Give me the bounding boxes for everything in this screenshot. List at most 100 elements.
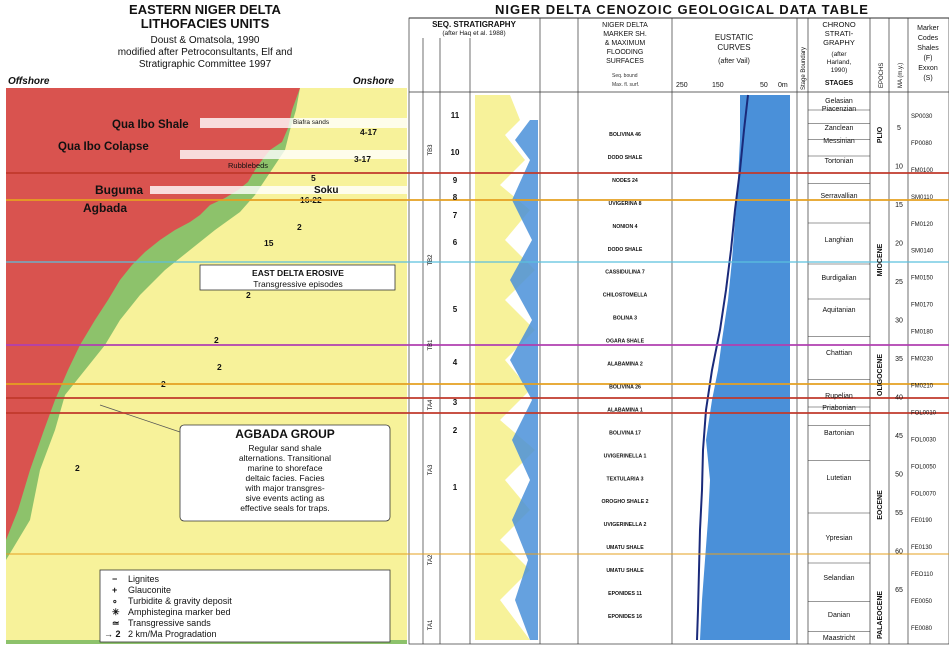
cycle-numbers: 11 10 9 8 7 6 5 4 3 2 1 — [451, 111, 460, 492]
stage-name: Selandian — [823, 575, 854, 582]
chrono-header-line: 1990) — [831, 67, 848, 74]
cycle-number: 9 — [453, 176, 458, 185]
sequence-label: TA3 — [428, 464, 434, 475]
marker-list: BOLIVINA 46 DODO SHALE NODES 24 UVIGERINA 8… — [602, 132, 649, 620]
code-label: SM0110 — [911, 195, 934, 201]
offshore-label: Offshore — [8, 76, 50, 87]
left-credit-line2: modified after Petroconsultants, Elf and — [118, 47, 293, 58]
sequence-label: TA1 — [428, 619, 434, 630]
code-label: FE0080 — [911, 626, 933, 632]
cycle-number: 5 — [453, 305, 458, 314]
legend-symbol: → 2 — [104, 629, 121, 639]
legend-label: Lignites — [128, 574, 160, 584]
marker-name: ALABAMINA 1 — [607, 407, 643, 413]
sequence-label: TA4 — [428, 399, 434, 410]
eustatic-fill — [700, 95, 790, 640]
code-label: FM0170 — [911, 303, 934, 309]
right-panel: NIGER DELTA CENOZOIC GEOLOGICAL DATA TAB… — [408, 0, 949, 647]
stage-name: Aquitanian — [822, 307, 855, 314]
code-label: FM0230 — [911, 357, 934, 363]
east-delta-subtitle: Transgressive episodes — [253, 279, 342, 289]
chrono-header-line: GRAPHY — [823, 38, 855, 47]
marker-name: DODO SHALE — [608, 155, 643, 161]
rubblebeds-label: Rubblebeds — [228, 161, 268, 170]
cycle-number: 4 — [453, 358, 458, 367]
marker-name: ALABAMINA 2 — [607, 362, 643, 368]
marker-name: OGARA SHALE — [606, 339, 645, 345]
biafra-sands-label: Biafra sands — [293, 119, 330, 126]
code-label: FP0080 — [911, 141, 933, 147]
legend-label: Turbidite & gravity deposit — [128, 596, 232, 606]
agbada-desc-line: with major transgres- — [244, 483, 325, 493]
qua-ibo-shale-label: Qua Ibo Shale — [112, 119, 189, 131]
agbada-group-box — [179, 424, 391, 522]
marker-name: EPONIDES 11 — [608, 591, 642, 597]
rate-label: 2 — [214, 335, 219, 345]
marker-header-line: MARKER SH. — [603, 31, 647, 38]
agbada-desc-line: deltaic facies. Facies — [246, 473, 325, 483]
marker-name: CASSIDULINA 7 — [605, 270, 645, 276]
code-list: SP0030 FP0080 FM0100 SM0110 FM0120 SM0140 FM01… — [911, 114, 937, 632]
left-panel: EASTERN NIGER DELTA LITHOFACIES UNITS Do… — [0, 0, 409, 647]
code-label: FOL0030 — [911, 437, 937, 443]
seq-strat-sub: (after Haq et al. 1988) — [442, 30, 505, 37]
marker-name: DODO SHALE — [608, 247, 643, 253]
codes-header-line: Exxon — [918, 65, 938, 72]
legend-box — [99, 569, 391, 643]
marker-name: BOLIVINA 26 — [609, 384, 641, 390]
marker-name: BOLIVINA 46 — [609, 132, 641, 138]
ma-tick: 20 — [895, 241, 903, 248]
epoch-name: PALAEOCENE — [877, 591, 884, 639]
sequence-label: TB2 — [428, 254, 434, 266]
stage-name: Priabonian — [822, 405, 856, 412]
codes-header-line: Marker — [917, 25, 939, 32]
east-delta-box — [199, 264, 396, 291]
chrono-header-line: Harland, — [827, 59, 852, 66]
sequence-label: TA2 — [428, 554, 434, 565]
cycle-number: 3 — [453, 398, 458, 407]
cycle-number: 11 — [451, 111, 460, 120]
sequence-labels: TB3 TB2 TB1 TA4 TA3 TA2 TA1 — [428, 144, 434, 630]
epoch-name: PLIO — [877, 126, 884, 143]
ma-tick: 50 — [895, 472, 903, 479]
legend-label: Glauconite — [128, 585, 171, 595]
code-label: FM0120 — [911, 222, 934, 228]
rate-label: 4-17 — [360, 127, 377, 137]
codes-header-line: Codes — [918, 35, 939, 42]
code-label: FE0190 — [911, 518, 933, 524]
rate-label: 5 — [311, 173, 316, 183]
soku-label: Soku — [314, 185, 338, 196]
marker-name: OROGHO SHALE 2 — [602, 499, 649, 505]
code-label: FOL0070 — [911, 491, 937, 497]
rate-label: 15 — [264, 238, 274, 248]
ma-tick: 15 — [895, 202, 903, 209]
chrono-header: CHRONO STRATI- GRAPHY (after Harland, 19… — [822, 20, 855, 87]
stage-name: Zanclean — [825, 125, 854, 132]
cycle-number: 10 — [451, 148, 460, 157]
left-title-line2: LITHOFACIES UNITS — [141, 16, 270, 31]
code-label: FM0100 — [911, 168, 934, 174]
eustatic-scale-tick: 50 — [760, 82, 768, 89]
eustatic-header: EUSTATIC CURVES (after Vail) 250 150 50 … — [676, 33, 788, 89]
legend: − Lignites + Glauconite ∘ Turbidite & gr… — [104, 574, 232, 639]
stage-name: Lutetian — [827, 475, 852, 482]
ma-tick: 30 — [895, 318, 903, 325]
codes-header-line: Shales — [917, 45, 939, 52]
marker-name: BOLINA 3 — [613, 316, 637, 322]
code-label: FM0180 — [911, 330, 934, 336]
ma-tick: 55 — [895, 510, 903, 517]
east-delta-title: EAST DELTA EROSIVE — [252, 268, 344, 278]
code-label: FE0050 — [911, 599, 933, 605]
stage-boundary-header: Stage Boundary — [801, 47, 807, 90]
code-label: FEO110 — [911, 572, 934, 578]
rate-label: 2 — [75, 463, 80, 473]
epoch-name: EOCENE — [877, 490, 884, 520]
marker-name: CHILOSTOMELLA — [603, 293, 648, 299]
stages-header: STAGES — [825, 80, 854, 87]
code-label: FM0210 — [911, 383, 934, 389]
codes-header: Marker Codes Shales (F) Exxon (S) — [917, 25, 939, 82]
lithofacies-section: EAST DELTA EROSIVE Transgressive episode… — [6, 88, 407, 644]
stage-name: Danian — [828, 612, 850, 619]
table-title: NIGER DELTA CENOZOIC GEOLOGICAL DATA TAB… — [495, 2, 869, 17]
